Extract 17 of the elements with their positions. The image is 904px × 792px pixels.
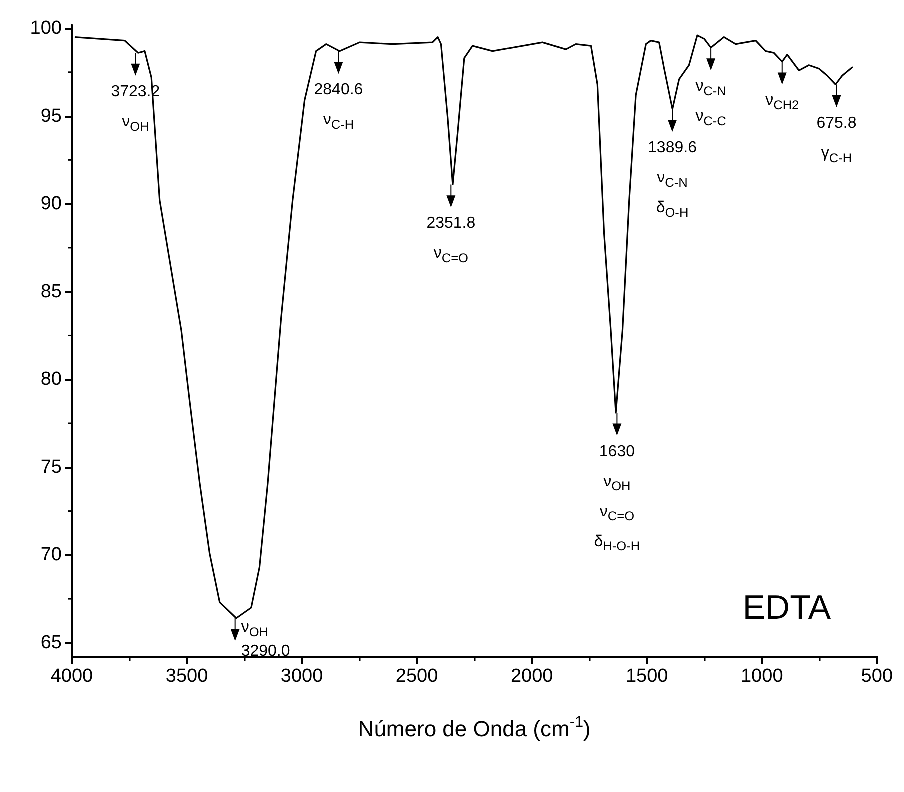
y-tick-label: 95 — [40, 106, 62, 127]
y-tick-label: 65 — [40, 632, 62, 654]
y-tick-label: 100 — [30, 18, 62, 40]
y-tick-label: 85 — [40, 281, 62, 302]
x-tick-label: 4000 — [50, 666, 94, 687]
y-tick-label: 70 — [40, 544, 62, 566]
x-tick-label: 1000 — [740, 666, 784, 687]
x-tick-label: 1500 — [626, 666, 668, 687]
text: EDTA — [742, 589, 832, 627]
x-tick-label: 3000 — [280, 666, 324, 687]
y-tick-label: 90 — [40, 194, 62, 215]
x-tick-label: 2000 — [510, 666, 554, 687]
y-tick-label: 80 — [40, 369, 62, 390]
x-tick-label: 3500 — [166, 666, 208, 687]
x-tick-label: 500 — [861, 666, 893, 687]
x-tick-label: 2500 — [396, 666, 438, 687]
y-tick-label: 75 — [40, 456, 62, 478]
